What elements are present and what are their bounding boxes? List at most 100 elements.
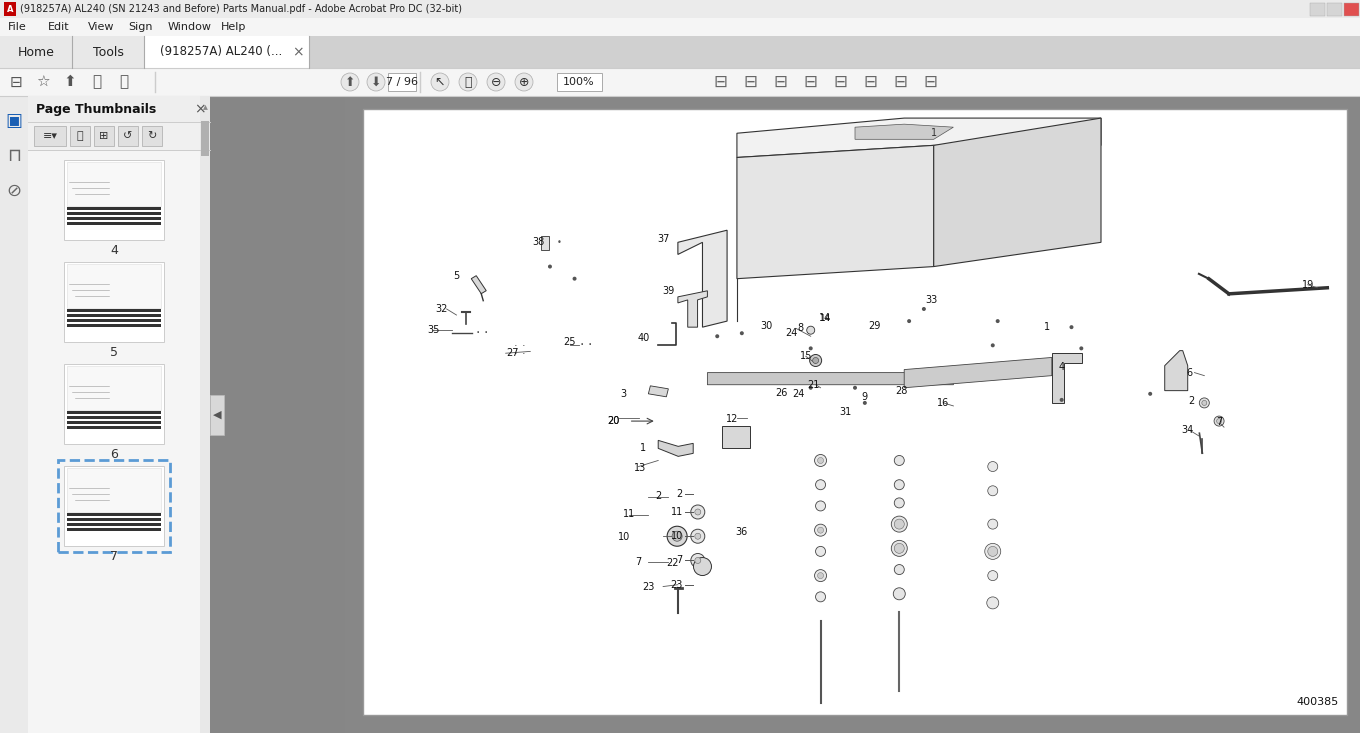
Bar bbox=[67, 319, 160, 322]
Bar bbox=[0, 0, 1360, 18]
Circle shape bbox=[809, 347, 813, 350]
Circle shape bbox=[431, 73, 449, 91]
Text: ·: · bbox=[476, 326, 480, 340]
Text: 23: 23 bbox=[642, 581, 654, 592]
Circle shape bbox=[990, 343, 994, 347]
Bar bbox=[69, 126, 90, 146]
Circle shape bbox=[817, 527, 824, 533]
Text: 7: 7 bbox=[1216, 417, 1223, 427]
Bar bbox=[200, 96, 209, 733]
Polygon shape bbox=[658, 441, 694, 457]
Text: Tools: Tools bbox=[92, 45, 124, 59]
Circle shape bbox=[817, 572, 824, 578]
Circle shape bbox=[907, 319, 911, 323]
Bar bbox=[67, 411, 160, 414]
Circle shape bbox=[1080, 347, 1084, 350]
Text: ·: · bbox=[522, 350, 525, 359]
Text: 11: 11 bbox=[670, 507, 683, 517]
Bar bbox=[64, 160, 165, 240]
Text: 8: 8 bbox=[798, 323, 804, 334]
Circle shape bbox=[695, 558, 700, 564]
Text: ·: · bbox=[588, 339, 592, 353]
Polygon shape bbox=[737, 118, 1102, 158]
Bar bbox=[67, 309, 160, 312]
Circle shape bbox=[1200, 398, 1209, 408]
Polygon shape bbox=[1164, 350, 1187, 391]
Circle shape bbox=[740, 331, 744, 335]
Text: ⊞: ⊞ bbox=[99, 131, 109, 141]
Circle shape bbox=[691, 529, 704, 543]
Bar bbox=[201, 121, 209, 156]
Text: 19: 19 bbox=[1302, 280, 1314, 290]
Bar bbox=[4, 2, 16, 16]
Text: 40: 40 bbox=[638, 333, 650, 343]
Text: ·: · bbox=[579, 339, 583, 353]
Text: 🗑: 🗑 bbox=[76, 131, 83, 141]
Circle shape bbox=[895, 455, 904, 465]
Text: 14: 14 bbox=[819, 313, 831, 323]
Bar bbox=[29, 122, 209, 150]
Text: ↻: ↻ bbox=[147, 131, 156, 141]
Text: ⊟: ⊟ bbox=[743, 73, 758, 91]
Bar bbox=[0, 18, 1360, 36]
Text: Window: Window bbox=[169, 22, 212, 32]
Text: 7: 7 bbox=[676, 556, 683, 565]
Text: 29: 29 bbox=[869, 321, 881, 331]
Circle shape bbox=[996, 319, 1000, 323]
Bar bbox=[58, 460, 170, 552]
Circle shape bbox=[813, 358, 819, 364]
Circle shape bbox=[1148, 392, 1152, 396]
Text: ⊟: ⊟ bbox=[713, 73, 728, 91]
Bar bbox=[64, 466, 165, 546]
Circle shape bbox=[895, 543, 904, 553]
Circle shape bbox=[922, 307, 926, 311]
Polygon shape bbox=[904, 358, 1051, 388]
Text: 27: 27 bbox=[506, 348, 518, 358]
Bar bbox=[541, 236, 549, 251]
Text: 2: 2 bbox=[676, 489, 683, 499]
Circle shape bbox=[806, 326, 815, 334]
Circle shape bbox=[1069, 325, 1073, 329]
Bar bbox=[29, 96, 209, 122]
Text: 12: 12 bbox=[726, 414, 738, 424]
Bar bbox=[67, 324, 160, 327]
Circle shape bbox=[487, 73, 505, 91]
Polygon shape bbox=[934, 118, 1102, 267]
Polygon shape bbox=[737, 145, 934, 279]
Text: ·: · bbox=[514, 342, 517, 351]
Bar bbox=[67, 421, 160, 424]
Polygon shape bbox=[677, 291, 707, 327]
Bar bbox=[1310, 3, 1325, 16]
Bar bbox=[141, 126, 162, 146]
Text: ◀: ◀ bbox=[212, 410, 222, 420]
Text: ⊟: ⊟ bbox=[834, 73, 847, 91]
Text: 35: 35 bbox=[427, 325, 441, 335]
Polygon shape bbox=[855, 124, 953, 139]
Text: ⊓: ⊓ bbox=[7, 147, 20, 165]
Text: 4: 4 bbox=[110, 243, 118, 257]
Text: A: A bbox=[7, 4, 14, 13]
Text: 🔍: 🔍 bbox=[120, 75, 129, 89]
Text: ▴: ▴ bbox=[203, 101, 208, 111]
Text: 23: 23 bbox=[670, 580, 683, 590]
Text: ⊘: ⊘ bbox=[7, 182, 22, 200]
Circle shape bbox=[816, 501, 826, 511]
Text: 37: 37 bbox=[657, 235, 669, 244]
Bar bbox=[0, 36, 1360, 68]
Text: 15: 15 bbox=[800, 351, 812, 361]
Circle shape bbox=[460, 73, 477, 91]
Bar bbox=[1327, 3, 1342, 16]
Text: ⊟: ⊟ bbox=[864, 73, 877, 91]
Circle shape bbox=[891, 540, 907, 556]
Bar bbox=[67, 217, 160, 220]
Text: ⬇: ⬇ bbox=[371, 75, 381, 89]
Circle shape bbox=[987, 486, 998, 496]
Bar bbox=[67, 314, 160, 317]
Circle shape bbox=[895, 519, 904, 529]
Circle shape bbox=[817, 457, 824, 463]
Text: ⊟: ⊟ bbox=[772, 73, 787, 91]
Text: ×: × bbox=[194, 102, 205, 116]
Circle shape bbox=[691, 505, 704, 519]
Circle shape bbox=[816, 479, 826, 490]
Text: ⊟: ⊟ bbox=[802, 73, 817, 91]
